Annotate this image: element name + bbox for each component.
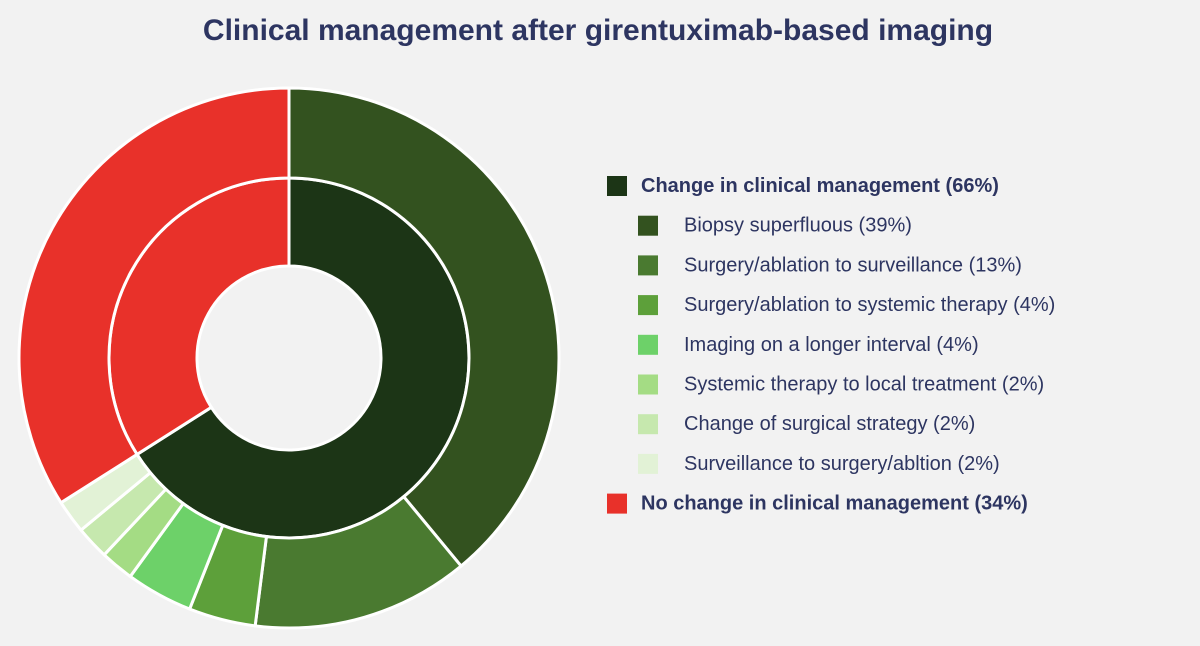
legend-swatch [638,374,658,395]
legend-name: Imaging on a longer interval [684,334,931,356]
legend-value: (13%) [969,255,1022,277]
outer-segment [287,86,561,569]
legend-name: No change in clinical management [641,493,969,515]
outer-segment [17,86,291,505]
legend-name: Change of surgical strategy [684,413,927,435]
legend-label: Change of surgical strategy (2%) [684,413,975,435]
legend-name: Surveillance to surgery/abltion [684,453,952,475]
legend-swatch [607,176,627,196]
legend-name: Systemic therapy to local treatment [684,374,997,396]
legend: Change in clinical management (66%) Biops… [607,175,1055,515]
legend-value: (34%) [974,493,1027,515]
legend-label: Systemic therapy to local treatment (2%) [684,374,1044,396]
legend-label: Imaging on a longer interval (4%) [684,334,979,356]
legend-label: Surveillance to surgery/abltion (2%) [684,453,1000,475]
legend-swatch [607,493,627,514]
legend-label: Biopsy superfluous (39%) [684,215,912,237]
legend-swatch [638,453,658,474]
legend-swatch [638,215,658,236]
legend-name: Surgery/ablation to surveillance [684,255,963,277]
legend-value: (39%) [859,215,912,237]
legend-label: Change in clinical management (66%) [641,175,999,197]
legend-label: Surgery/ablation to surveillance (13%) [684,255,1022,277]
legend-name: Surgery/ablation to systemic therapy [684,294,1008,316]
donut [17,86,561,630]
legend-value: (2%) [1002,374,1044,396]
legend-value: (4%) [936,334,978,356]
legend-swatch [638,255,658,276]
legend-value: (4%) [1013,294,1055,316]
legend-name: Biopsy superfluous [684,215,853,237]
legend-label: No change in clinical management (34%) [641,493,1028,515]
legend-value: (2%) [957,453,999,475]
legend-label: Surgery/ablation to systemic therapy (4%… [684,294,1055,316]
legend-value: (2%) [933,413,975,435]
chart-title: Clinical management after girentuximab-b… [203,14,993,47]
legend-swatch [638,295,658,316]
legend-swatch [638,334,658,355]
legend-name: Change in clinical management [641,175,940,197]
legend-value: (66%) [946,175,999,197]
legend-swatch [638,414,658,435]
